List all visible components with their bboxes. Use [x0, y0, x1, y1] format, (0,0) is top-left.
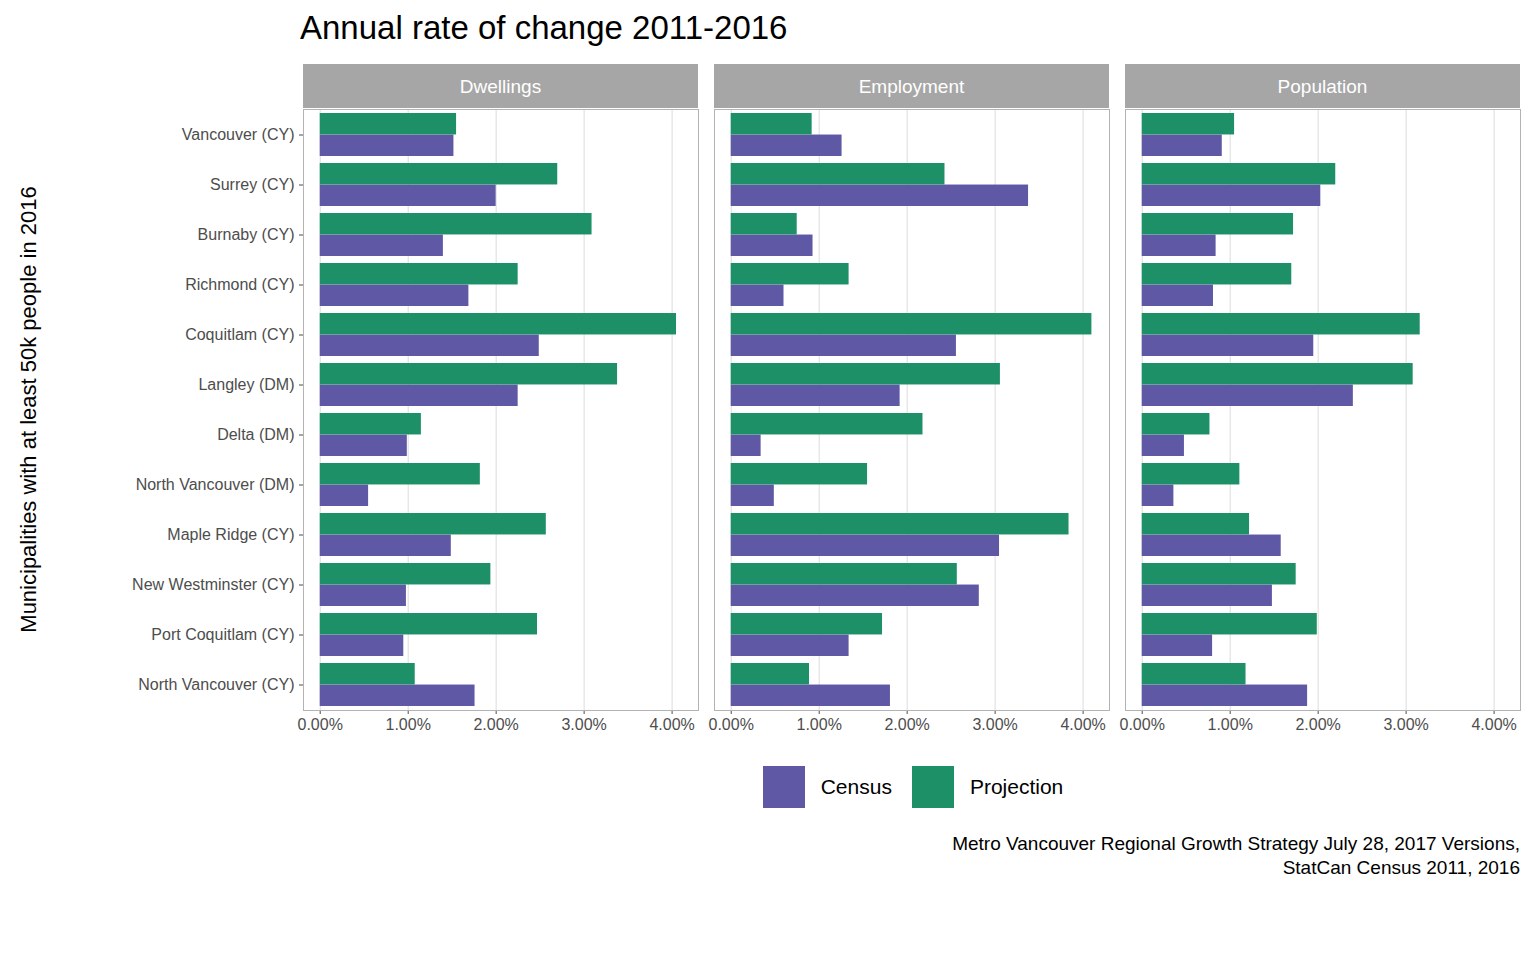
- html-text:Census: Census: [820, 775, 892, 798]
- svg-text:Maple Ridge (CY): Maple Ridge (CY): [167, 526, 294, 543]
- svg-text:4.00%: 4.00%: [1471, 716, 1516, 733]
- html-text:StatCan Census 2011, 2016: StatCan Census 2011, 2016: [1282, 857, 1520, 878]
- svg-text:3.00%: 3.00%: [972, 716, 1017, 733]
- svg-text:Dwellings: Dwellings: [460, 76, 541, 97]
- svg-text:4.00%: 4.00%: [649, 716, 694, 733]
- svg-text:Coquitlam (CY): Coquitlam (CY): [185, 326, 294, 343]
- svg-text:1.00%: 1.00%: [386, 716, 431, 733]
- svg-text:2.00%: 2.00%: [473, 716, 518, 733]
- html-text:Metro Vancouver Regional Growt: Metro Vancouver Regional Growth Strategy…: [952, 833, 1520, 854]
- svg-text:0.00%: 0.00%: [709, 716, 754, 733]
- svg-text:North Vancouver (CY): North Vancouver (CY): [138, 676, 294, 693]
- svg-text:Delta (DM): Delta (DM): [217, 426, 294, 443]
- svg-text:Municipalities with at least 5: Municipalities with at least 50k people …: [16, 186, 41, 632]
- svg-text:Port Coquitlam (CY): Port Coquitlam (CY): [151, 626, 294, 643]
- svg-text:0.00%: 0.00%: [298, 716, 343, 733]
- svg-text:Burnaby (CY): Burnaby (CY): [198, 226, 295, 243]
- svg-text:2.00%: 2.00%: [1295, 716, 1340, 733]
- svg-text:New Westminster (CY): New Westminster (CY): [132, 576, 294, 593]
- svg-text:3.00%: 3.00%: [1383, 716, 1428, 733]
- svg-text:Vancouver (CY): Vancouver (CY): [182, 126, 295, 143]
- svg-text:Population: Population: [1278, 76, 1368, 97]
- svg-text:0.00%: 0.00%: [1120, 716, 1165, 733]
- html-text:Projection: Projection: [969, 775, 1064, 798]
- svg-text:Surrey (CY): Surrey (CY): [210, 176, 294, 193]
- svg-text:1.00%: 1.00%: [797, 716, 842, 733]
- svg-text:Richmond (CY): Richmond (CY): [185, 276, 294, 293]
- svg-text:North Vancouver (DM): North Vancouver (DM): [136, 476, 295, 493]
- html-text:Annual rate of change 2011-201: Annual rate of change 2011-2016: [300, 9, 788, 46]
- svg-text:Employment: Employment: [859, 76, 965, 97]
- svg-text:4.00%: 4.00%: [1060, 716, 1105, 733]
- svg-text:3.00%: 3.00%: [561, 716, 606, 733]
- svg-text:2.00%: 2.00%: [884, 716, 929, 733]
- svg-text:Langley (DM): Langley (DM): [198, 376, 294, 393]
- svg-text:1.00%: 1.00%: [1208, 716, 1253, 733]
